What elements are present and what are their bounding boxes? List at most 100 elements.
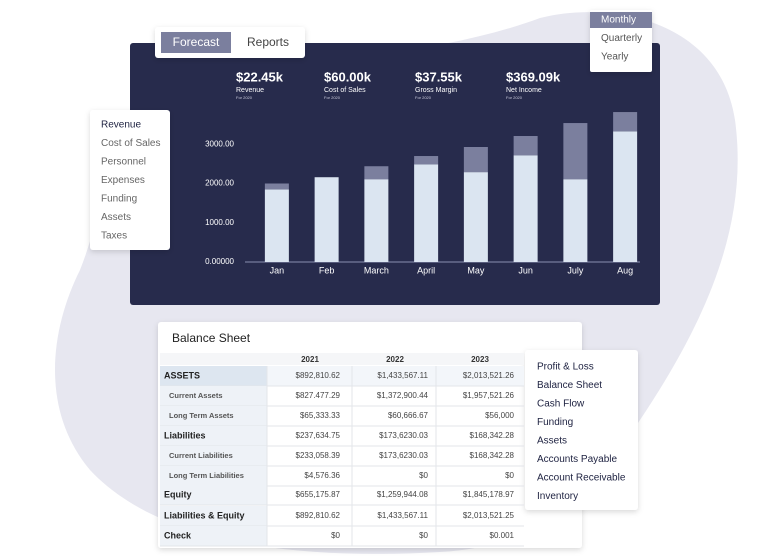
bar-segment [264,189,289,262]
bar-segment [463,146,488,173]
row-label-bg [160,426,267,446]
bar-segment [563,123,588,180]
side-menu [90,110,170,250]
side-menu-item[interactable]: Revenue [101,120,141,131]
bar-segment [414,164,439,262]
row-label: Liabilities & Equity [164,510,245,520]
cell: $1,845,178.97 [463,490,515,499]
row-label: Current Liabilities [169,451,233,460]
x-tick-label: Jan [270,265,285,275]
period-option[interactable]: Quarterly [601,33,642,44]
bar-segment [613,131,638,262]
bar-segment [414,156,439,165]
kpi-value: $369.09k [506,69,561,84]
cell: $237,634.75 [296,431,341,440]
y-tick-label: 0.00000 [205,257,234,266]
cell: $0.001 [490,531,515,540]
table-title: Balance Sheet [172,331,251,345]
kpi-value: $22.45k [236,69,284,84]
side-menu-item[interactable]: Personnel [101,157,146,168]
report-menu-item[interactable]: Assets [537,436,567,447]
side-menu-item[interactable]: Assets [101,212,131,223]
side-menu-item[interactable]: Funding [101,194,137,205]
row-highlight [267,366,524,386]
row-label-bg [160,506,267,526]
side-menu-item[interactable]: Expenses [101,175,145,186]
bar-segment [513,136,538,156]
cell: $655,175.87 [296,490,341,499]
bar-segment [314,177,339,262]
tab[interactable]: Forecast [173,35,220,49]
x-tick-label: May [467,265,485,275]
cell: $60,666.67 [388,411,429,420]
header-bg [160,353,524,365]
x-tick-label: Aug [617,265,633,275]
row-label-bg [160,485,267,505]
x-tick-label: Feb [319,265,335,275]
cell: $0 [419,471,428,480]
bar-segment [513,155,538,262]
report-menu-item[interactable]: Account Receivable [537,473,626,484]
tab[interactable]: Reports [247,35,289,49]
row-label: Long Term Liabilities [169,471,244,480]
cell: $168,342.28 [470,431,515,440]
bar-segment [364,179,389,262]
side-menu-item[interactable]: Taxes [101,231,127,242]
period-option[interactable]: Monthly [601,15,636,26]
column-header: 2021 [301,355,319,364]
cell: $892,810.62 [296,511,341,520]
cell: $1,433,567.11 [377,511,428,520]
bar-segment [264,183,289,190]
report-menu-item[interactable]: Inventory [537,491,578,502]
kpi-label: Cost of Sales [324,87,366,94]
kpi-value: $60.00k [324,69,372,84]
period-option[interactable]: Yearly [601,52,628,63]
row-label-bg [160,406,267,426]
x-tick-label: March [364,265,389,275]
row-label: Liabilities [164,430,206,440]
row-label: Current Assets [169,391,223,400]
active-period-bg [590,12,652,28]
kpi-label: Gross Margin [415,87,457,94]
cell: $4,576.36 [304,471,340,480]
cell: $233,058.39 [296,451,341,460]
row-label: ASSETS [164,370,200,380]
kpi-value: $37.55k [415,69,463,84]
y-tick-label: 2000.00 [205,179,234,188]
cell: $168,342.28 [470,451,515,460]
bar-segment [364,166,389,180]
report-menu-item[interactable]: Profit & Loss [537,362,594,373]
row-label-bg [160,466,267,486]
cell: $56,000 [485,411,514,420]
cell: $173,6230.03 [379,451,428,460]
cell: $1,259,944.08 [377,490,429,499]
row-label-bg [160,366,267,386]
cell: $1,433,567.11 [377,371,428,380]
bar-segment [563,179,588,262]
row-label: Equity [164,489,192,499]
column-header: 2022 [386,355,404,364]
y-tick-label: 1000.00 [205,218,234,227]
cell: $65,333.33 [300,411,341,420]
bar-segment [463,172,488,262]
kpi-note: For 2020 [415,95,432,100]
row-label-bg [160,386,267,406]
kpi-note: For 2020 [236,95,253,100]
bar-segment [613,112,638,132]
report-menu-item[interactable]: Balance Sheet [537,380,602,391]
x-tick-label: Jun [518,265,533,275]
column-header: 2023 [471,355,489,364]
cell: $1,957,521.26 [463,391,515,400]
report-menu-item[interactable]: Cash Flow [537,399,585,410]
cell: $892,810.62 [296,371,341,380]
kpi-note: For 2020 [506,95,523,100]
x-tick-label: July [567,265,584,275]
report-menu-item[interactable]: Accounts Payable [537,454,617,465]
cell: $173,6230.03 [379,431,428,440]
kpi-label: Revenue [236,87,264,94]
side-menu-item[interactable]: Cost of Sales [101,138,160,149]
kpi-label: Net Income [506,87,542,94]
cell: $0 [505,471,514,480]
report-menu-item[interactable]: Funding [537,417,573,428]
